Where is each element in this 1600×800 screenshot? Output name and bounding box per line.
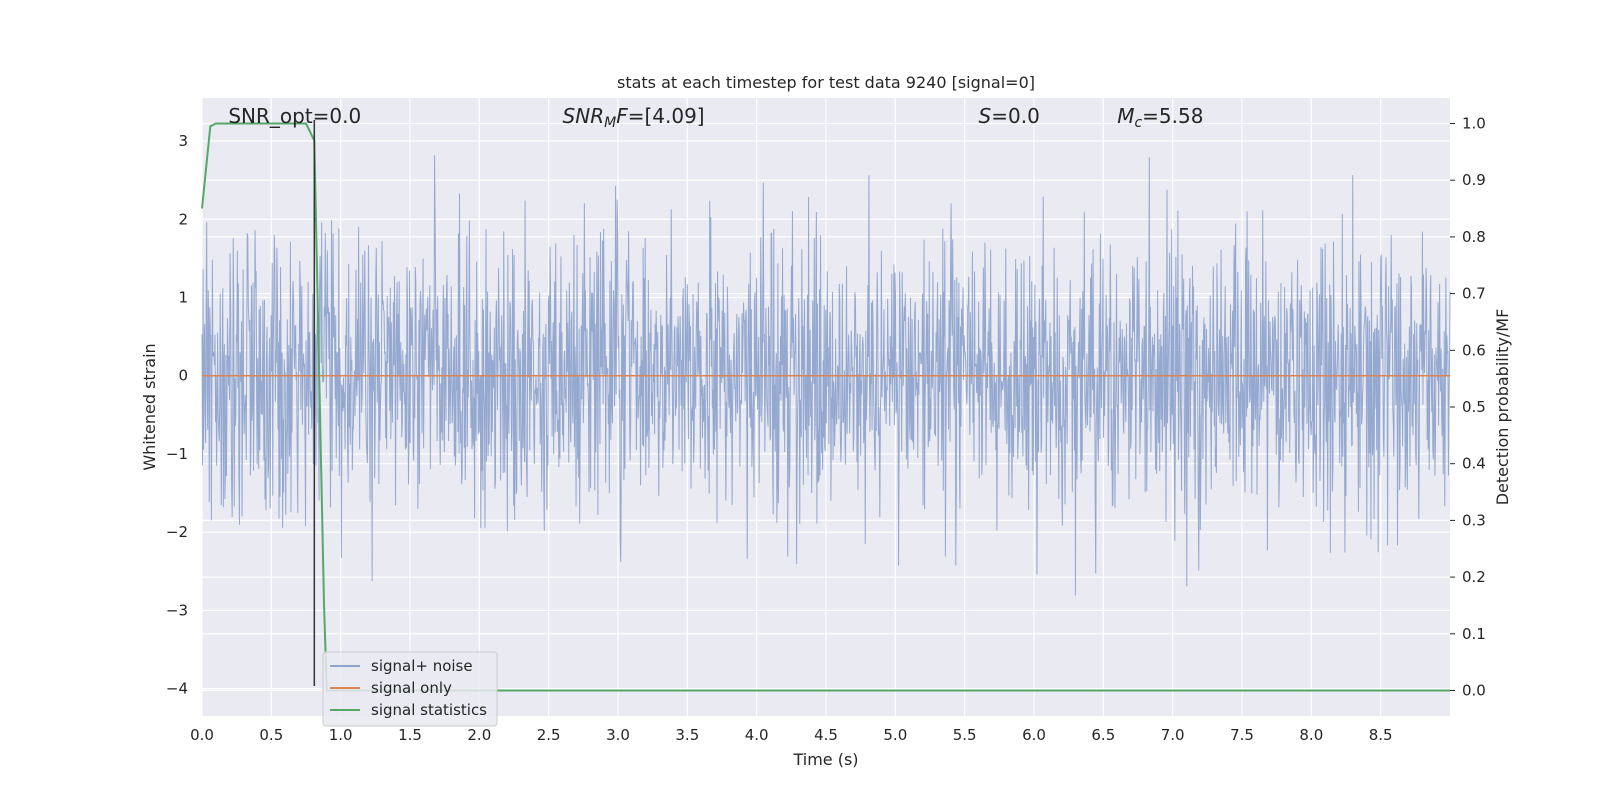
right-y-tick-label-1: 0.1 xyxy=(1462,625,1486,643)
left-y-tick-label-5: 1 xyxy=(178,288,188,306)
series-line-signal-noise xyxy=(201,155,1451,596)
series-signal-noise xyxy=(201,155,1451,596)
x-axis-ticks: 0.0 0.5 1.0 1.5 2.0 2.5 3.0 3.5 4.0 4.5 5.0 5.5 6.0 6… xyxy=(190,726,1393,744)
annotation-1-part-3: =[4.09] xyxy=(628,104,705,128)
x-axis-label: Time (s) xyxy=(792,750,858,769)
x-tick-label-11: 5.5 xyxy=(953,726,977,744)
right-y-axis-label: Detection probability/MF xyxy=(1493,309,1512,506)
annotation-3-part-0: M xyxy=(1117,104,1134,128)
annotation-1: SNRMF=[4.09] xyxy=(563,104,705,131)
left-y-axis-ticks: −4 −3 −2 −1 0 1 2 3 xyxy=(166,132,188,698)
right-y-tick-label-8: 0.8 xyxy=(1462,228,1486,246)
legend: signal+ noise signal only signal statist… xyxy=(322,651,498,727)
right-y-tick-label-4: 0.4 xyxy=(1462,455,1486,473)
x-tick-label-10: 5.0 xyxy=(883,726,907,744)
right-y-tick-label-7: 0.7 xyxy=(1462,285,1486,303)
x-tick-label-3: 1.5 xyxy=(398,726,422,744)
right-y-tick-label-5: 0.5 xyxy=(1462,398,1486,416)
right-y-tick-label-6: 0.6 xyxy=(1462,341,1486,359)
annotation-2: S=0.0 xyxy=(979,104,1040,128)
x-tick-label-0: 0.0 xyxy=(190,726,214,744)
annotation-3-part-1: c xyxy=(1134,115,1142,131)
right-y-tick-label-10: 1.0 xyxy=(1462,115,1486,133)
x-tick-label-17: 8.5 xyxy=(1369,726,1393,744)
annotations: SNR_opt=0.0 SNRMF=[4.09] S=0.0 Mc=5.58 xyxy=(228,104,1203,131)
annotation-0: SNR_opt=0.0 xyxy=(228,104,361,128)
annotation-0-part-0: SNR_opt=0.0 xyxy=(228,104,361,128)
chart-title: stats at each timestep for test data 924… xyxy=(617,73,1035,92)
annotation-1-part-2: F xyxy=(616,104,628,128)
legend-label-signal-noise: signal+ noise xyxy=(371,657,473,675)
x-tick-label-15: 7.5 xyxy=(1230,726,1254,744)
x-tick-label-2: 1.0 xyxy=(329,726,353,744)
right-y-axis-ticks: 0.0 0.1 0.2 0.3 0.4 0.5 0.6 0.7 0.8 0.9 1.0 xyxy=(1450,115,1486,699)
legend-label-signal-statistics: signal statistics xyxy=(371,701,487,719)
x-tick-label-16: 8.0 xyxy=(1299,726,1323,744)
left-y-axis-label: Whitened strain xyxy=(140,343,159,470)
x-tick-label-9: 4.5 xyxy=(814,726,838,744)
annotation-1-part-1: M xyxy=(604,115,616,131)
legend-label-signal-only: signal only xyxy=(371,679,452,697)
annotation-2-part-0: S xyxy=(979,104,992,128)
x-tick-label-6: 3.0 xyxy=(606,726,630,744)
left-y-tick-label-3: −1 xyxy=(166,445,188,463)
left-y-tick-label-1: −3 xyxy=(166,601,188,619)
left-y-tick-label-7: 3 xyxy=(178,132,188,150)
x-tick-label-12: 6.0 xyxy=(1022,726,1046,744)
right-y-tick-label-3: 0.3 xyxy=(1462,511,1486,529)
left-y-tick-label-6: 2 xyxy=(178,210,188,228)
series-signal-statistics xyxy=(201,122,1450,692)
x-tick-label-1: 0.5 xyxy=(259,726,283,744)
series-line-signal-statistics xyxy=(201,122,1450,692)
legend-box xyxy=(322,651,498,727)
x-tick-label-13: 6.5 xyxy=(1091,726,1115,744)
annotation-1-part-0: SNR xyxy=(563,104,605,128)
x-tick-label-7: 3.5 xyxy=(675,726,699,744)
left-y-tick-label-4: 0 xyxy=(178,367,188,385)
annotation-3: Mc=5.58 xyxy=(1117,104,1203,131)
annotation-3-part-2: =5.58 xyxy=(1142,104,1203,128)
annotation-2-part-1: =0.0 xyxy=(991,104,1040,128)
right-y-tick-label-2: 0.2 xyxy=(1462,568,1486,586)
x-tick-label-5: 2.5 xyxy=(537,726,561,744)
right-y-tick-label-9: 0.9 xyxy=(1462,171,1486,189)
right-y-tick-label-0: 0.0 xyxy=(1462,681,1486,699)
left-y-tick-label-2: −2 xyxy=(166,523,188,541)
x-tick-label-14: 7.0 xyxy=(1161,726,1185,744)
left-y-tick-label-0: −4 xyxy=(166,680,188,698)
x-tick-label-4: 2.0 xyxy=(467,726,491,744)
x-tick-label-8: 4.0 xyxy=(745,726,769,744)
